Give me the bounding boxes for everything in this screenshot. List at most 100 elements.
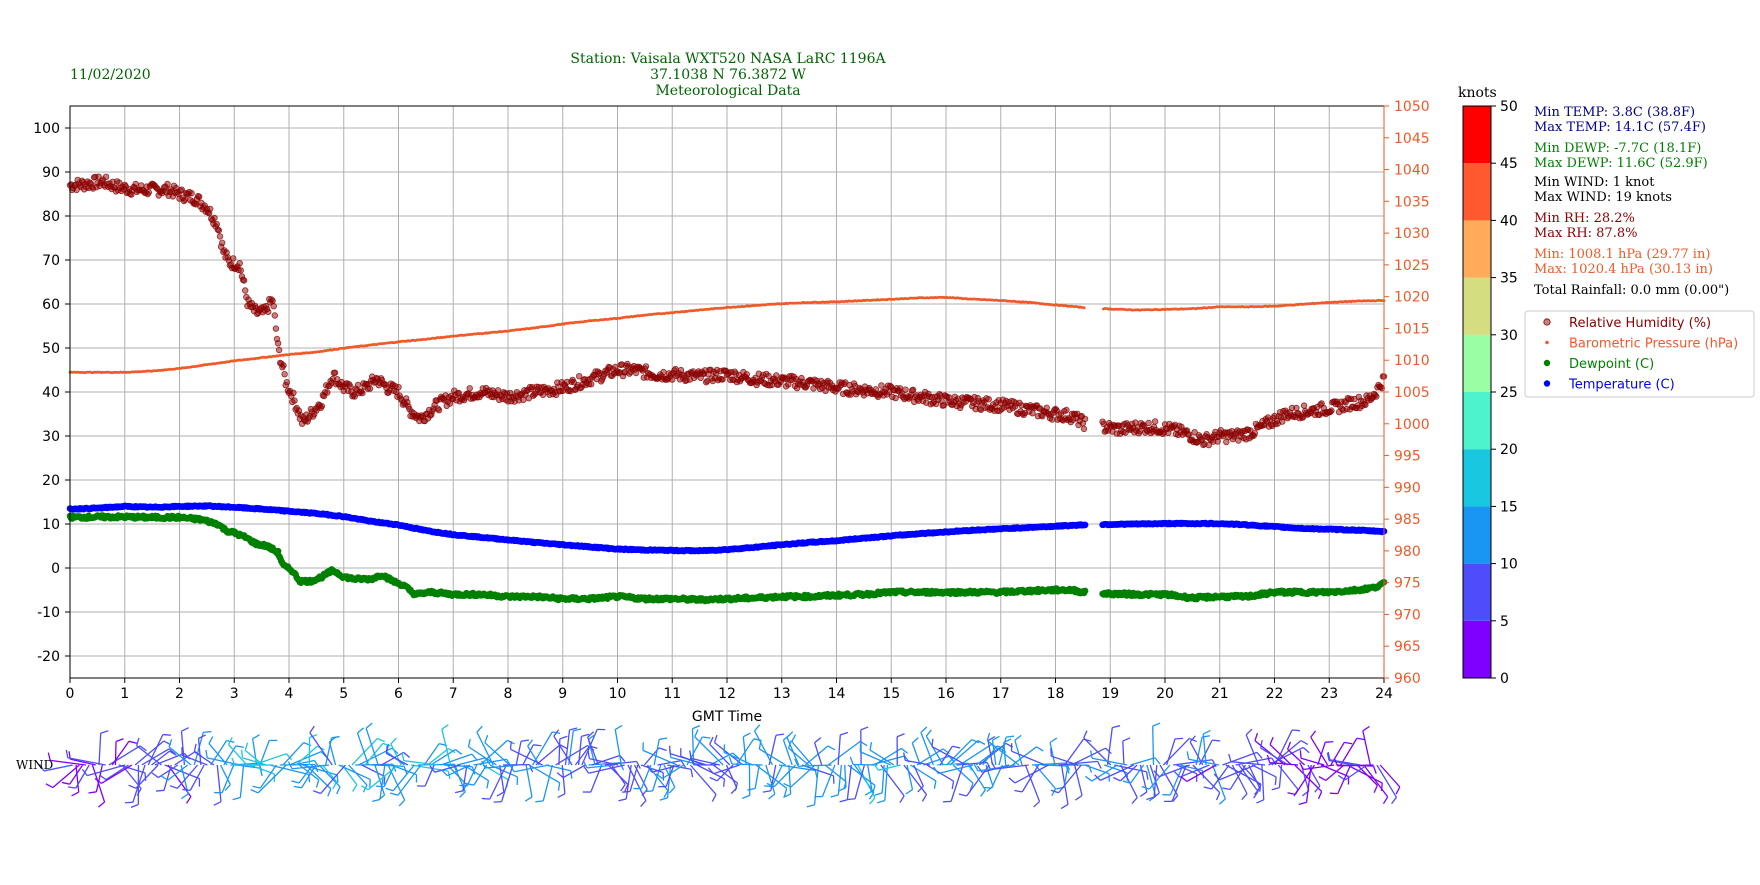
y-tick-label-left: -20: [37, 649, 60, 665]
wind-barb: [442, 729, 451, 765]
data-point: [207, 206, 213, 212]
data-point: [182, 197, 188, 203]
y-tick-label-right: 960: [1394, 671, 1421, 687]
data-point: [319, 403, 325, 409]
wind-barb: [563, 765, 585, 778]
data-point: [242, 288, 248, 294]
wind-barb-flag: [399, 800, 405, 806]
wind-barb-flag: [129, 741, 137, 743]
y-tick-label-left: 0: [51, 561, 60, 577]
wind-barb-flag: [137, 738, 139, 746]
data-point: [332, 370, 338, 376]
y-tick-label-left: 100: [33, 121, 60, 137]
data-point: [1049, 417, 1055, 423]
y-tick-label-left: -10: [37, 605, 60, 621]
data-point: [212, 215, 218, 221]
data-point: [292, 398, 298, 404]
x-tick-label: 19: [1101, 686, 1119, 702]
wind-barb: [536, 745, 560, 765]
wind-barb-flag: [66, 750, 67, 758]
wind-barb-flag: [313, 791, 321, 794]
wind-barb-flag: [337, 787, 340, 794]
wind-barb-flag: [169, 739, 172, 747]
data-point: [281, 363, 287, 369]
wind-barb-flag: [460, 792, 466, 798]
wind-barb: [253, 754, 286, 765]
wind-barb: [431, 750, 456, 765]
data-point: [903, 387, 909, 393]
wind-barb-flag: [455, 791, 463, 793]
wind-barb: [447, 765, 470, 776]
data-point: [1082, 416, 1088, 422]
x-tick-label: 0: [66, 686, 75, 702]
y-tick-label-left: 40: [42, 385, 60, 401]
x-tick-label: 15: [882, 686, 900, 702]
data-point: [588, 381, 594, 387]
y-tick-label-right: 1045: [1394, 131, 1430, 147]
data-point: [1294, 405, 1300, 411]
data-point: [276, 347, 282, 353]
wind-barb-flag: [163, 735, 171, 736]
data-point: [238, 268, 244, 274]
data-point: [1152, 419, 1158, 425]
wind-barb-flag: [372, 800, 380, 802]
data-point: [1030, 410, 1036, 416]
grid-lines: [70, 106, 1384, 678]
data-point: [986, 396, 992, 402]
wind-barb: [136, 765, 158, 788]
data-point: [219, 240, 225, 246]
data-point: [1064, 407, 1070, 413]
data-point: [360, 390, 366, 396]
wind-barb-flag: [316, 780, 318, 788]
wind-barb-flag: [386, 788, 394, 791]
data-point: [265, 309, 271, 315]
y-tick-label-left: 90: [42, 165, 60, 181]
wind-barb-flag: [390, 793, 398, 795]
wind-barb-flag: [233, 798, 241, 800]
wind-barb-flag: [181, 728, 188, 732]
y-tick-label-right: 1025: [1394, 258, 1430, 274]
station-subtitle: Meteorological Data: [655, 83, 800, 99]
x-tick-label: 10: [609, 686, 627, 702]
data-point: [189, 190, 195, 196]
data-point: [275, 341, 281, 347]
y-tick-label-right: 1000: [1394, 417, 1430, 433]
wind-barb-flag: [402, 753, 404, 761]
data-point: [1044, 405, 1050, 411]
x-tick-label: 23: [1320, 686, 1338, 702]
x-tick-label: 21: [1211, 686, 1229, 702]
date-label: 11/02/2020: [70, 67, 151, 83]
data-point: [196, 194, 202, 200]
data-point: [291, 390, 297, 396]
wind-barb-flag: [477, 726, 482, 732]
data-point: [216, 228, 222, 234]
wind-barb: [546, 765, 571, 771]
wind-barb: [321, 765, 346, 793]
data-point: [1329, 408, 1335, 414]
wind-barb-flag: [182, 789, 190, 790]
data-point: [273, 326, 279, 332]
wind-barb-flag: [101, 731, 109, 733]
data-point: [272, 313, 278, 319]
wind-barb-flag: [62, 782, 70, 784]
wind-barb-flag: [404, 752, 410, 757]
wind-barb-flag: [242, 750, 243, 758]
wind-barb-flag: [525, 797, 532, 801]
x-tick-label: 12: [718, 686, 736, 702]
wind-barb-flag: [487, 781, 489, 789]
y-tick-label-left: 70: [42, 253, 60, 269]
wind-barb-flag: [377, 739, 384, 742]
x-tick-label: 24: [1375, 686, 1393, 702]
data-point: [241, 278, 247, 284]
data-point: [165, 181, 171, 187]
data-point: [230, 256, 236, 262]
wind-barb-flag: [469, 739, 471, 747]
wind-barb-flag: [116, 739, 124, 742]
wind-barb-flag: [535, 801, 543, 802]
x-tick-label: 16: [937, 686, 955, 702]
wind-barb: [115, 741, 116, 765]
wind-barb-flag: [571, 771, 572, 779]
station-title: Station: Vaisala WXT520 NASA LaRC 1196A: [570, 51, 886, 67]
data-point: [271, 303, 277, 309]
